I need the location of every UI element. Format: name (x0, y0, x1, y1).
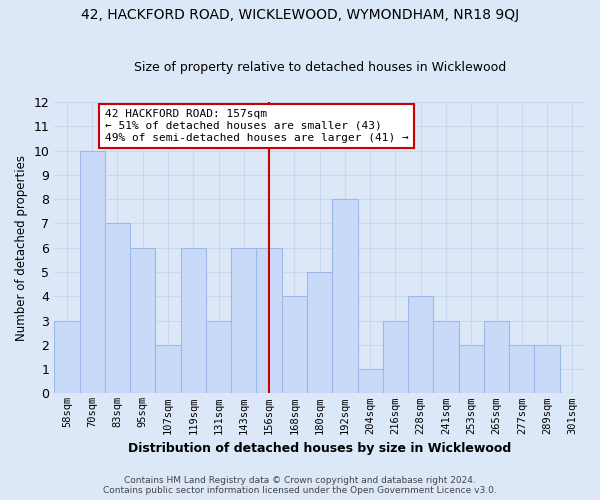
Bar (181, 248, 206, 394)
Bar (256, 248, 282, 394)
Bar (358, 369, 383, 394)
Bar (509, 345, 535, 394)
Bar (408, 296, 433, 394)
Bar (105, 224, 130, 394)
Bar (206, 320, 231, 394)
Text: 42, HACKFORD ROAD, WICKLEWOOD, WYMONDHAM, NR18 9QJ: 42, HACKFORD ROAD, WICKLEWOOD, WYMONDHAM… (81, 8, 519, 22)
Bar (54, 320, 80, 394)
Bar (535, 345, 560, 394)
Bar (433, 320, 458, 394)
Bar (282, 296, 307, 394)
Y-axis label: Number of detached properties: Number of detached properties (15, 154, 28, 340)
Bar (484, 320, 509, 394)
Title: Size of property relative to detached houses in Wicklewood: Size of property relative to detached ho… (134, 62, 506, 74)
Text: 42 HACKFORD ROAD: 157sqm
← 51% of detached houses are smaller (43)
49% of semi-d: 42 HACKFORD ROAD: 157sqm ← 51% of detach… (105, 110, 409, 142)
Bar (130, 248, 155, 394)
Bar (307, 272, 332, 394)
Bar (80, 150, 105, 394)
Bar (332, 199, 358, 394)
X-axis label: Distribution of detached houses by size in Wicklewood: Distribution of detached houses by size … (128, 442, 511, 455)
Bar (231, 248, 256, 394)
Bar (155, 345, 181, 394)
Bar (383, 320, 408, 394)
Text: Contains HM Land Registry data © Crown copyright and database right 2024.
Contai: Contains HM Land Registry data © Crown c… (103, 476, 497, 495)
Bar (458, 345, 484, 394)
